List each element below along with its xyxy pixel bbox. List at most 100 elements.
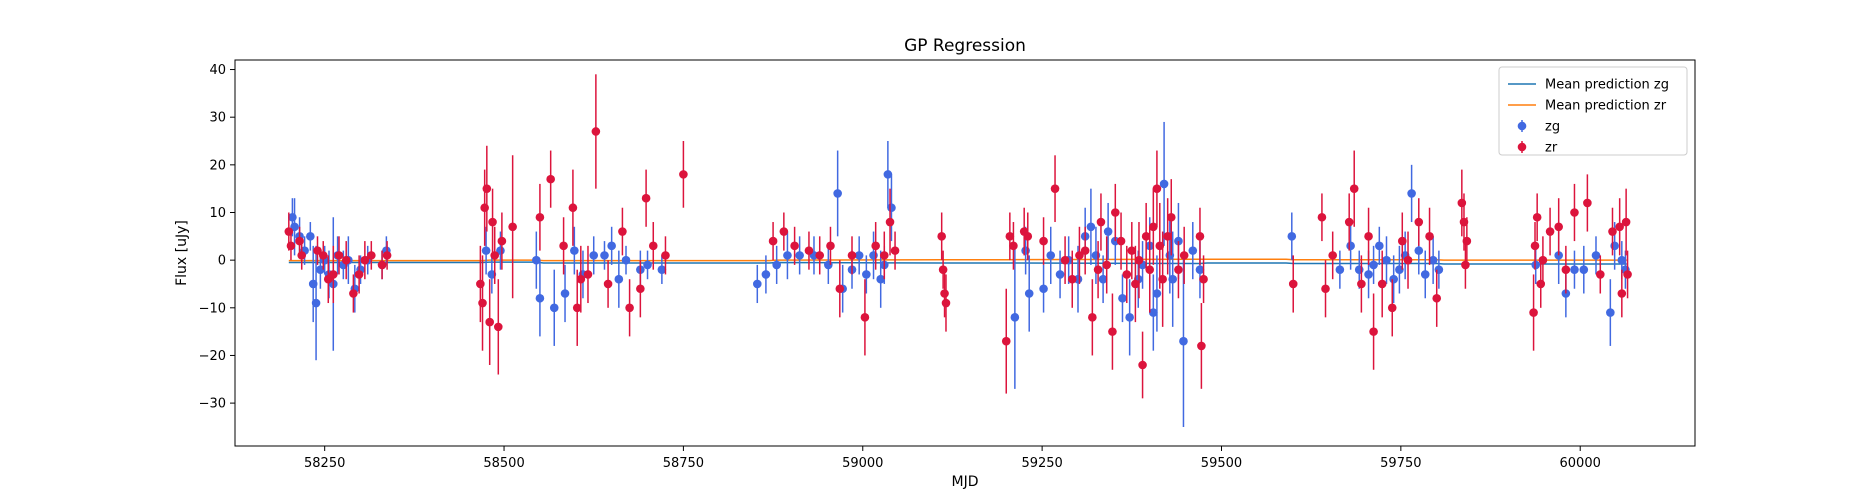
data-point <box>488 217 497 227</box>
x-axis-label: MJD <box>952 474 979 490</box>
data-point <box>480 203 489 213</box>
data-point <box>354 270 364 279</box>
data-point <box>591 127 601 136</box>
data-point <box>1179 251 1189 260</box>
data-point <box>1024 289 1034 298</box>
data-point <box>535 293 545 303</box>
data-point <box>476 279 485 289</box>
data-point <box>1195 232 1205 241</box>
data-point <box>1021 246 1030 255</box>
data-point <box>1149 222 1158 232</box>
data-point <box>879 251 889 260</box>
data-point <box>1159 179 1169 189</box>
data-point <box>318 251 328 260</box>
data-point <box>1005 232 1015 241</box>
data-point <box>1127 246 1137 255</box>
data-point <box>621 255 631 265</box>
data-point <box>1617 255 1627 265</box>
data-point <box>382 251 392 260</box>
data-point <box>1344 217 1354 227</box>
data-point <box>1354 265 1364 274</box>
data-point <box>1287 232 1297 241</box>
data-point <box>1414 246 1424 255</box>
data-point <box>1023 232 1033 241</box>
data-point <box>826 241 835 251</box>
data-point <box>1098 274 1108 284</box>
legend: Mean prediction zg Mean prediction zr zg zr <box>1498 66 1688 156</box>
data-point <box>1615 222 1624 232</box>
data-point <box>1530 241 1540 251</box>
data-point <box>494 322 503 332</box>
data-point <box>1457 198 1467 208</box>
data-points <box>284 74 1632 427</box>
x-tick-label: 58250 <box>304 456 345 471</box>
data-point <box>568 203 578 213</box>
mean-prediction-line <box>288 261 1627 265</box>
data-point <box>1321 284 1330 294</box>
data-point <box>783 251 792 260</box>
data-point <box>570 246 579 255</box>
data-point <box>1060 255 1070 265</box>
data-point <box>367 251 376 260</box>
data-point <box>847 251 857 260</box>
data-point <box>643 260 652 270</box>
data-point <box>1195 265 1205 274</box>
x-tick-label: 59500 <box>1201 456 1242 471</box>
data-point <box>1103 227 1113 236</box>
data-point <box>377 260 387 270</box>
data-point <box>618 227 627 236</box>
data-point <box>1131 279 1140 289</box>
data-point <box>1428 255 1438 265</box>
data-point <box>1039 284 1048 294</box>
x-tick-label: 58500 <box>483 456 524 471</box>
data-point <box>860 313 870 322</box>
data-point <box>824 260 833 270</box>
data-point <box>940 289 949 298</box>
data-point <box>1141 232 1151 241</box>
mean-prediction-line <box>288 258 1627 262</box>
data-point <box>1039 236 1048 246</box>
data-point <box>360 255 370 265</box>
x-tick-label: 58750 <box>663 456 704 471</box>
data-point <box>1621 217 1631 227</box>
data-point <box>636 284 645 294</box>
legend-marker-swatch <box>1517 142 1527 152</box>
data-point <box>1335 265 1345 274</box>
data-point <box>1608 227 1617 236</box>
data-point <box>603 279 613 289</box>
x-tick-label: 60000 <box>1560 456 1601 471</box>
data-point <box>1570 208 1579 217</box>
data-point <box>790 241 799 251</box>
data-point <box>341 255 351 265</box>
data-point <box>1009 241 1018 251</box>
series-zr <box>284 74 1632 399</box>
data-point <box>1434 265 1444 274</box>
series-zg <box>288 121 1630 427</box>
data-point <box>761 270 771 279</box>
data-point <box>1149 308 1158 317</box>
data-point <box>1364 232 1373 241</box>
data-point <box>625 303 634 313</box>
data-point <box>1382 255 1391 265</box>
data-point <box>334 251 344 260</box>
data-point <box>1118 293 1127 303</box>
data-point <box>589 251 599 260</box>
data-point <box>286 241 296 251</box>
data-point <box>871 241 880 251</box>
data-point <box>583 270 593 279</box>
data-point <box>1134 255 1144 265</box>
data-point <box>1138 360 1147 370</box>
data-point <box>876 274 886 284</box>
data-point <box>1623 270 1632 279</box>
data-point <box>284 227 294 236</box>
y-axis-label: Flux [uJy] <box>174 220 190 286</box>
data-point <box>1001 336 1011 346</box>
data-point <box>937 232 946 241</box>
y-tick-label: 10 <box>209 206 226 221</box>
data-point <box>1046 251 1056 260</box>
data-point <box>768 236 778 246</box>
data-point <box>1610 241 1619 251</box>
data-point <box>349 289 358 298</box>
data-point <box>835 284 845 294</box>
